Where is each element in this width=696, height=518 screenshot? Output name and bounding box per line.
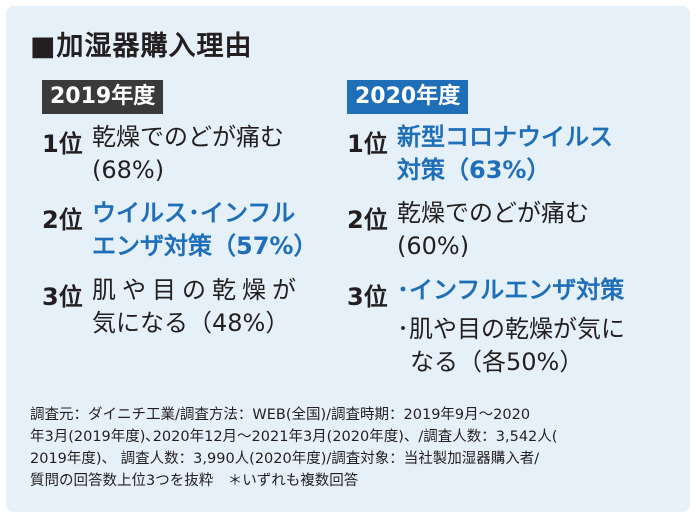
reason-2020-2-line2: (60%) xyxy=(397,232,470,260)
reason-2019-3-line2: 気になる（48%） xyxy=(92,309,290,337)
footnote-line: 質問の回答数上位3つを抜粋 ＊いずれも複数回答 xyxy=(30,473,359,489)
rank-2020-3: 3位 xyxy=(347,283,388,311)
infographic-title: ■加湿器購入理由 xyxy=(30,31,253,62)
reason-2019-1-line2: (68%) xyxy=(92,156,165,184)
reason-2019-3-line1: 肌や目の乾燥が xyxy=(92,276,302,304)
reason-2020-1-line1: 新型コロナウイルス xyxy=(397,123,613,151)
reason-2019-2-line2: エンザ対策（57%） xyxy=(92,232,318,260)
rank-2019-2: 2位 xyxy=(42,206,83,234)
year-2019-label: 2019年度 xyxy=(42,80,164,114)
reason-2020-3-line3: なる（各50%） xyxy=(410,348,584,376)
reason-2020-2-line1: 乾燥でのどが痛む xyxy=(397,199,589,227)
reason-2020-1-line2: 対策（63%） xyxy=(397,156,551,184)
reason-2020-3-line1: ･インフルエンザ対策 xyxy=(397,276,625,304)
footnote-line: 年3月(2019年度)､2020年12月～2021年3月(2020年度)、/調査… xyxy=(30,429,558,445)
footnote-line: 調査元：ダイニチ工業/調査方法：WEB(全国)/調査時期：2019年9月～202… xyxy=(30,407,531,423)
reason-2019-2-line1: ウイルス･インフル xyxy=(92,199,296,227)
rank-2019-3: 3位 xyxy=(42,283,83,311)
rank-2019-1: 1位 xyxy=(42,130,83,158)
reason-2020-3-line2: ･肌や目の乾燥が気に xyxy=(397,315,625,343)
reason-2019-1-line1: 乾燥でのどが痛む xyxy=(92,123,284,151)
survey-footnote: 調査元：ダイニチ工業/調査方法：WEB(全国)/調査時期：2019年9月～202… xyxy=(30,404,670,492)
footnote-line: 2019年度)、 調査人数：3,990人(2020年度)/調査対象：当社製加湿器… xyxy=(30,451,540,467)
year-2020-label: 2020年度 xyxy=(347,80,469,114)
rank-2020-1: 1位 xyxy=(347,130,388,158)
rank-2020-2: 2位 xyxy=(347,206,388,234)
